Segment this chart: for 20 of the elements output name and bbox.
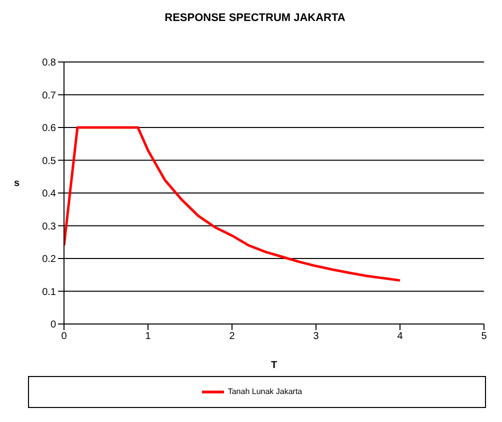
- y-tick-label: 0.5: [42, 156, 56, 167]
- x-axis-title: T: [270, 360, 278, 371]
- x-tick-label: 0: [61, 331, 68, 342]
- line-series: [64, 126, 402, 282]
- y-tick-label: 0.2: [42, 254, 56, 266]
- x-tick-label: 1: [145, 331, 152, 342]
- x-tick-label: 5: [481, 331, 488, 342]
- y-tick-label: 0.1: [42, 286, 56, 298]
- y-tick-label: 0: [50, 320, 56, 331]
- y-tick-label: 0.8: [42, 58, 56, 69]
- x-tick-label: 4: [397, 331, 404, 342]
- y-tick-label: 0.3: [42, 221, 56, 232]
- y-tick-label: 0.7: [42, 90, 56, 102]
- x-tick-label: 2: [229, 331, 236, 342]
- y-tick-label: 0.6: [42, 123, 56, 134]
- x-tick-label: 3: [313, 331, 320, 342]
- chart-title: RESPONSE SPECTRUM JAKARTA: [164, 11, 346, 26]
- y-tick-label: 0.4: [42, 188, 56, 200]
- y-axis-title: s: [14, 178, 20, 189]
- legend-label: Tanah Lunak Jakarta: [228, 387, 302, 396]
